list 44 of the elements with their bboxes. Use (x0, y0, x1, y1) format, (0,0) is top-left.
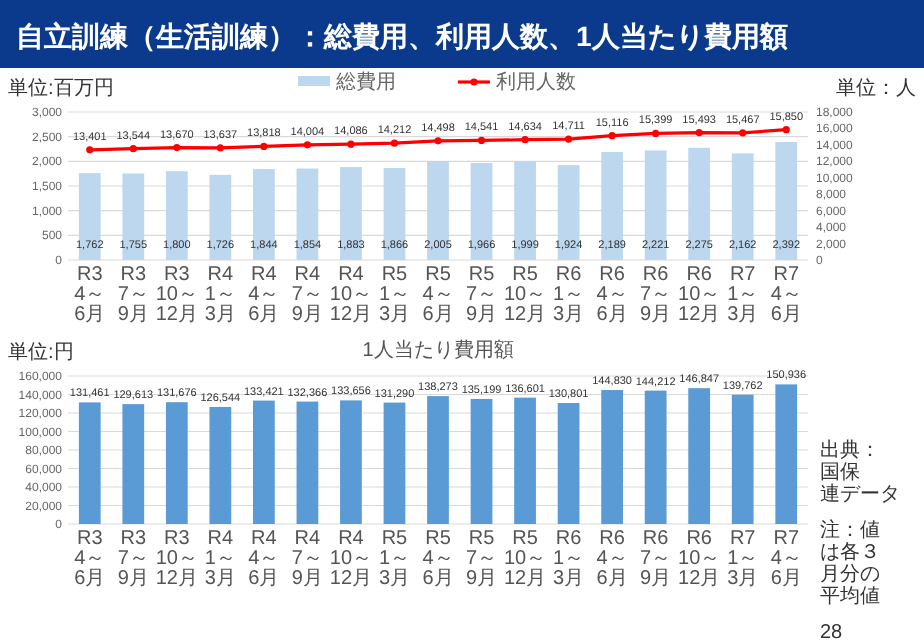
xtick: R4 10～12月 (329, 528, 373, 590)
xtick: R4 1～3月 (204, 528, 236, 590)
xtick: R5 7～9月 (465, 528, 498, 590)
xtick: R7 1～3月 (727, 528, 759, 590)
title: 自立訓練（生活訓練）：総費用、利用人数、1人当たり費用額 (16, 20, 788, 52)
xtick: R4 4～6月 (248, 264, 280, 326)
xtick: R3 7～9月 (117, 264, 149, 326)
xtick: R4 7～9月 (291, 528, 323, 590)
xtick: R6 4～6月 (596, 528, 628, 590)
xtick: R4 7～9月 (291, 264, 323, 326)
xtick: R5 4～6月 (422, 264, 454, 326)
xtick: R6 1～3月 (553, 264, 585, 326)
xtick: R6 4～6月 (596, 264, 628, 326)
xtick: R3 10～12月 (155, 264, 198, 326)
ylabel: 単位:百万円 (8, 78, 114, 100)
xtick: R5 4～6月 (422, 528, 454, 590)
xtick: R6 10～12月 (678, 528, 721, 590)
xtick: R5 1～3月 (378, 264, 411, 326)
annotation: 注：値は各３月分の平均値 (820, 520, 880, 608)
legend-text: 利用人数 (496, 72, 576, 94)
xtick: R6 1～3月 (553, 528, 585, 590)
xtick: R5 1～3月 (378, 528, 411, 590)
annotation: 28 (820, 622, 843, 640)
xtick: R3 4～6月 (74, 528, 106, 590)
xtick: R4 1～3月 (204, 264, 236, 326)
xtick: R6 7～9月 (640, 264, 672, 326)
xtick: R4 4～6月 (248, 528, 280, 590)
xtick: R3 7～9月 (117, 528, 149, 590)
xtick: R3 4～6月 (74, 264, 106, 326)
ylabel: 単位:円 (8, 342, 74, 364)
xtick: R7 4～6月 (770, 264, 802, 326)
xtick: R6 10～12月 (678, 264, 721, 326)
xtick: R5 10～12月 (503, 528, 547, 590)
annotation: 出典：国保連データ (820, 440, 900, 506)
xtick: R7 1～3月 (727, 264, 759, 326)
xtick: R5 10～12月 (503, 264, 547, 326)
legend-text: 総費用 (336, 72, 396, 94)
xtick: R4 10～12月 (329, 264, 373, 326)
y2label: 単位：人 (836, 78, 916, 100)
xtick: R7 4～6月 (770, 528, 802, 590)
xtick: R5 7～9月 (465, 264, 498, 326)
title: 1人当たり費用額 (362, 340, 514, 362)
xtick: R3 10～12月 (155, 528, 198, 590)
xtick: R6 7～9月 (640, 528, 672, 590)
